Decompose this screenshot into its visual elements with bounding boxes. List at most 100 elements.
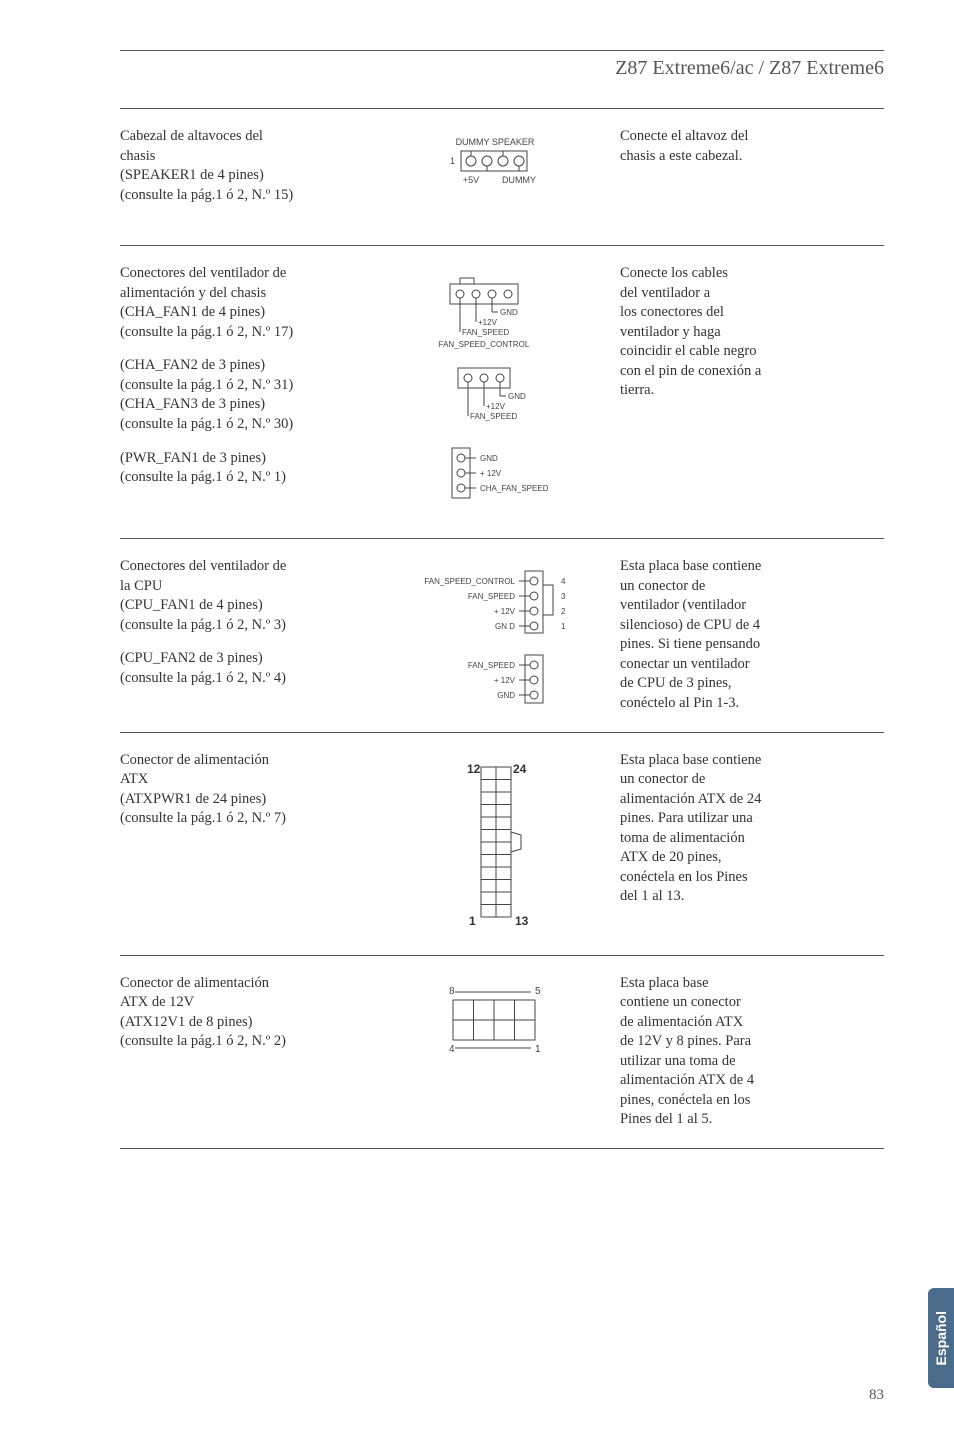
page: Z87 Extreme6/ac / Z87 Extreme6 Cabezal d… xyxy=(0,0,954,1432)
text: (SPEAKER1 de 4 pines) xyxy=(120,166,380,186)
svg-text:FAN_SPEED: FAN_SPEED xyxy=(468,592,515,601)
atx8-diagram: 8 5 4 1 xyxy=(380,974,610,1131)
text: (CPU_FAN2 de 3 pines) xyxy=(120,649,380,669)
text: pines, conéctela en los xyxy=(620,1091,884,1111)
atx8-left: Conector de alimentación ATX de 12V (ATX… xyxy=(120,974,380,1131)
text: (consulte la pág.1 ó 2, N.º 2) xyxy=(120,1032,380,1052)
text: (CHA_FAN3 de 3 pines) xyxy=(120,395,380,415)
svg-text:GND: GND xyxy=(508,392,526,401)
svg-text:5: 5 xyxy=(535,986,541,997)
atx24-left: Conector de alimentación ATX (ATXPWR1 de… xyxy=(120,751,380,937)
text: la CPU xyxy=(120,577,380,597)
text: (consulte la pág.1 ó 2, N.º 3) xyxy=(120,616,380,636)
text: toma de alimentación xyxy=(620,829,884,849)
text: Conecte el altavoz del xyxy=(620,127,884,147)
chafan-diagram: GND +12V FAN_SPEED FAN_SPEED_CONTROL GND… xyxy=(380,264,610,520)
text: (ATX12V1 de 8 pines) xyxy=(120,1013,380,1033)
svg-text:24: 24 xyxy=(513,762,527,776)
svg-text:4: 4 xyxy=(561,577,566,586)
cpufan-left: Conectores del ventilador de la CPU (CPU… xyxy=(120,557,380,714)
text: pines. Para utilizar una xyxy=(620,809,884,829)
text: chasis a este cabezal. xyxy=(620,147,884,167)
speaker-diagram: DUMMY SPEAKER 1 +5V DUMMY xyxy=(380,127,610,227)
label: +5V xyxy=(463,175,479,185)
svg-text:CHA_FAN_SPEED: CHA_FAN_SPEED xyxy=(480,484,549,493)
text: un conector de xyxy=(620,577,884,597)
row-atx8: Conector de alimentación ATX de 12V (ATX… xyxy=(120,955,884,1150)
chafan-svg: GND +12V FAN_SPEED FAN_SPEED_CONTROL GND… xyxy=(410,270,580,520)
row-atx24: Conector de alimentación ATX (ATXPWR1 de… xyxy=(120,732,884,955)
row-speaker: Cabezal de altavoces del chasis (SPEAKER… xyxy=(120,108,884,245)
header-title: Z87 Extreme6/ac / Z87 Extreme6 xyxy=(120,57,884,80)
text: (consulte la pág.1 ó 2, N.º 30) xyxy=(120,415,380,435)
language-tab-label: Español xyxy=(933,1311,949,1365)
svg-text:GN D: GN D xyxy=(495,622,515,631)
row-cpu-fan: Conectores del ventilador de la CPU (CPU… xyxy=(120,538,884,732)
text: chasis xyxy=(120,147,380,167)
row-chassis-fan: Conectores del ventilador de alimentació… xyxy=(120,245,884,538)
text: Conector de alimentación xyxy=(120,974,380,994)
text: coincidir el cable negro xyxy=(620,342,884,362)
cpufan-right: Esta placa base contiene un conector de … xyxy=(610,557,884,714)
text: conectar un ventilador xyxy=(620,655,884,675)
svg-text:4: 4 xyxy=(449,1044,455,1055)
svg-text:3: 3 xyxy=(561,592,566,601)
svg-text:FAN_SPEED: FAN_SPEED xyxy=(468,661,515,670)
text: de CPU de 3 pines, xyxy=(620,674,884,694)
svg-text:+ 12V: + 12V xyxy=(494,676,516,685)
svg-text:1: 1 xyxy=(561,622,566,631)
svg-text:2: 2 xyxy=(561,607,566,616)
label: DUMMY xyxy=(502,175,536,185)
text: (consulte la pág.1 ó 2, N.º 7) xyxy=(120,809,380,829)
text: del ventilador a xyxy=(620,284,884,304)
svg-text:GND: GND xyxy=(497,691,515,700)
atx8-right: Esta placa base contiene un conector de … xyxy=(610,974,884,1131)
svg-text:GND: GND xyxy=(500,308,518,317)
chafan-left: Conectores del ventilador de alimentació… xyxy=(120,264,380,520)
text: pines. Si tiene pensando xyxy=(620,635,884,655)
text: ATX xyxy=(120,770,380,790)
svg-text:1: 1 xyxy=(469,914,476,928)
text: (consulte la pág.1 ó 2, N.º 4) xyxy=(120,669,380,689)
text: ventilador y haga xyxy=(620,323,884,343)
text: (CHA_FAN1 de 4 pines) xyxy=(120,303,380,323)
text: un conector de xyxy=(620,770,884,790)
text: con el pin de conexión a xyxy=(620,362,884,382)
header-rule xyxy=(120,50,884,51)
text: Cabezal de altavoces del xyxy=(120,127,380,147)
text: silencioso) de CPU de 4 xyxy=(620,616,884,636)
svg-text:1: 1 xyxy=(535,1044,541,1055)
text: Conectores del ventilador de xyxy=(120,557,380,577)
speaker-right: Conecte el altavoz del chasis a este cab… xyxy=(610,127,884,227)
text: (consulte la pág.1 ó 2, N.º 31) xyxy=(120,376,380,396)
svg-text:FAN_SPEED_CONTROL: FAN_SPEED_CONTROL xyxy=(439,340,530,349)
speaker-svg: DUMMY SPEAKER 1 +5V DUMMY xyxy=(425,133,565,203)
atx24-right: Esta placa base contiene un conector de … xyxy=(610,751,884,937)
text: Conector de alimentación xyxy=(120,751,380,771)
text: Esta placa base contiene xyxy=(620,557,884,577)
text: los conectores del xyxy=(620,303,884,323)
text: Pines del 1 al 5. xyxy=(620,1110,884,1130)
text: (ATXPWR1 de 24 pines) xyxy=(120,790,380,810)
text: ATX de 20 pines, xyxy=(620,848,884,868)
text: utilizar una toma de xyxy=(620,1052,884,1072)
text: (consulte la pág.1 ó 2, N.º 17) xyxy=(120,323,380,343)
svg-text:GND: GND xyxy=(480,454,498,463)
label: DUMMY SPEAKER xyxy=(456,137,535,147)
text: (CHA_FAN2 de 3 pines) xyxy=(120,356,380,376)
text: ventilador (ventilador xyxy=(620,596,884,616)
svg-text:+12V: +12V xyxy=(478,318,498,327)
atx8-svg: 8 5 4 1 xyxy=(415,980,575,1070)
text: alimentación y del chasis xyxy=(120,284,380,304)
text: (CPU_FAN1 de 4 pines) xyxy=(120,596,380,616)
text: conéctelo al Pin 1-3. xyxy=(620,694,884,714)
svg-text:FAN_SPEED: FAN_SPEED xyxy=(462,328,509,337)
text: de alimentación ATX xyxy=(620,1013,884,1033)
text: Conectores del ventilador de xyxy=(120,264,380,284)
svg-text:FAN_SPEED: FAN_SPEED xyxy=(470,412,517,421)
svg-text:8: 8 xyxy=(449,986,455,997)
chafan-right: Conecte los cables del ventilador a los … xyxy=(610,264,884,520)
svg-text:12: 12 xyxy=(467,762,481,776)
svg-text:FAN_SPEED_CONTROL: FAN_SPEED_CONTROL xyxy=(424,577,515,586)
label: 1 xyxy=(450,156,455,166)
